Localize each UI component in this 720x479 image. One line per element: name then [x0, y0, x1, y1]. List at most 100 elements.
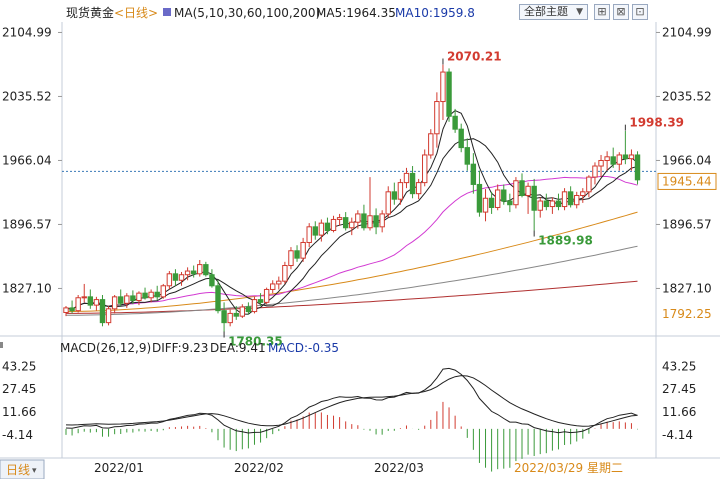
indicator-icon: ⊠ [616, 5, 626, 18]
date-label-feb: 2022/02 [234, 461, 284, 475]
date-label-mar: 2022/03 [374, 461, 424, 475]
candle-body [385, 191, 391, 215]
ma30-line [65, 175, 638, 310]
candle-body [440, 71, 446, 103]
chevron-down-icon: ▼ [576, 7, 583, 17]
candle-body [239, 306, 246, 317]
price-tick-right-1: 2035.52 [662, 89, 712, 103]
candle-body [537, 200, 543, 211]
ma10-value: MA10:1959.8 [395, 6, 475, 20]
candle-body [130, 295, 136, 302]
period-tab-arrow-icon: ▾ [32, 466, 37, 476]
candle-body [598, 159, 604, 167]
candle-body [574, 195, 580, 206]
candle-body [154, 291, 160, 298]
candle-body [592, 165, 598, 178]
lowest-price-label: 1792.25 [662, 307, 712, 321]
price-tick-right-2: 1966.04 [662, 153, 712, 167]
indicator-button[interactable]: ⊠ [613, 4, 629, 20]
period-label[interactable]: <日线> [114, 6, 158, 20]
candle-body [531, 185, 537, 211]
theme-button[interactable]: 全部主题 ▼ [519, 4, 588, 20]
candle-body [221, 310, 227, 324]
macd-tick-left-1: 27.45 [2, 382, 36, 396]
candle-body [160, 285, 166, 298]
period-tab[interactable] [0, 459, 45, 479]
macd-diff: DIFF:9.23 [152, 341, 208, 355]
candle-body [494, 189, 501, 208]
candle-body [616, 154, 622, 165]
candle-body [172, 273, 179, 281]
candle-body [294, 250, 300, 259]
price-tick-left-3: 1896.57 [2, 217, 52, 231]
candle-body [148, 291, 154, 299]
candle-body [93, 299, 100, 306]
candle-body [105, 308, 112, 324]
candle-body [434, 101, 440, 135]
candle-body [111, 296, 118, 310]
candle-body [209, 274, 215, 287]
candle-body [318, 222, 325, 236]
candle-body [549, 200, 556, 208]
candle-body [336, 217, 343, 220]
candle-body [446, 71, 452, 117]
theme-button-label: 全部主题 [524, 5, 568, 18]
settings-button[interactable]: ⊞ [594, 4, 610, 20]
macd-params: MACD(26,12,9) [60, 341, 151, 355]
candle-body [543, 200, 550, 208]
candle-body [628, 154, 635, 160]
candle-body [622, 154, 629, 160]
macd-tick-right-0: 43.25 [662, 359, 696, 373]
candle-body [464, 147, 470, 165]
candle-body [428, 133, 434, 156]
candle-body [634, 154, 641, 181]
macd-tick-left-2: 11.66 [2, 405, 36, 419]
candle-body [142, 292, 148, 299]
macd-tick-left-0: 43.25 [2, 359, 36, 373]
date-label-jan: 2022/01 [94, 461, 144, 475]
period-tab-label: 日线 [6, 463, 30, 477]
candle-body [276, 280, 282, 285]
candle-body [470, 163, 477, 185]
candle-body [288, 250, 294, 267]
candle-body [355, 213, 361, 223]
candle-body [604, 156, 610, 161]
candle-body [69, 307, 75, 312]
candle-body [507, 200, 513, 206]
candle-body [482, 197, 489, 213]
candle-body [306, 226, 312, 243]
fullscreen-icon: ⊡ [635, 5, 645, 18]
candle-body [586, 176, 592, 193]
candle-body [197, 264, 203, 275]
macd-tick-left-3: -4.14 [2, 428, 33, 442]
price-tick-left-4: 1827.10 [2, 281, 52, 295]
candle-body [124, 295, 130, 304]
candle-body [330, 218, 337, 232]
candle-body [349, 221, 355, 229]
candle-body [178, 274, 185, 281]
candle-body [245, 306, 252, 313]
candle-body [342, 217, 349, 229]
last-price-box [657, 172, 717, 190]
candle-body [513, 180, 519, 206]
candle-body [75, 297, 81, 312]
macd-tick-right-1: 27.45 [662, 382, 696, 396]
macd-value: MACD:-0.35 [268, 341, 339, 355]
candle-body [203, 264, 209, 276]
candle-body [81, 296, 87, 299]
candle-body [525, 185, 531, 197]
fullscreen-button[interactable]: ⊡ [632, 4, 648, 20]
candle-body [87, 296, 94, 306]
last-price-label: 1945.44 [662, 174, 712, 188]
candle-body [136, 292, 142, 302]
annotation-label-1: 1998.39 [629, 116, 684, 130]
candle-body [324, 222, 331, 232]
candle-body [184, 270, 191, 276]
candle-body [403, 172, 410, 184]
candle-body [300, 241, 306, 259]
candle-body [458, 128, 464, 149]
candle-body [373, 215, 379, 228]
price-tick-left-0: 2104.99 [2, 25, 52, 39]
candle-body [501, 189, 507, 202]
